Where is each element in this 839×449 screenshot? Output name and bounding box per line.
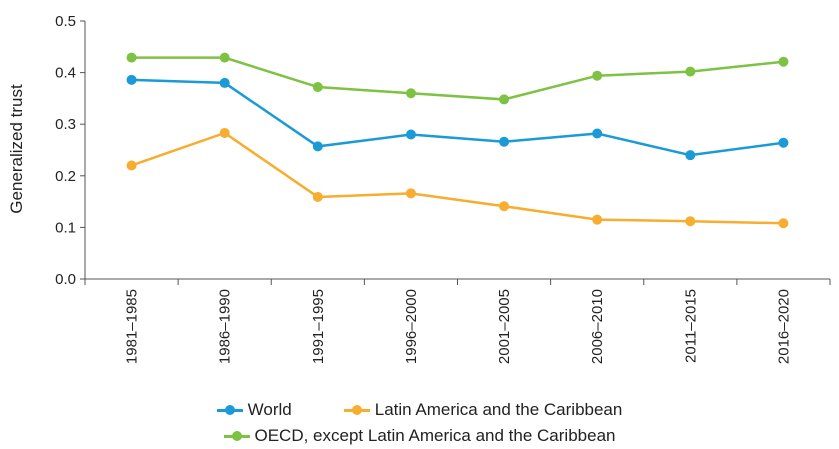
y-tick-label: 0.2 [55,168,76,185]
y-tick-label: 0.3 [55,116,76,133]
data-point [405,88,416,99]
data-point [405,129,416,140]
series-line [131,131,784,225]
data-point [312,82,323,93]
data-point [685,216,696,227]
legend-item-latin-america: Latin America and the Caribbean [343,400,623,420]
y-tick-label: 0.0 [55,271,76,288]
y-axis: 0.0 0.1 0.2 0.3 0.4 0.5 [55,13,86,288]
data-point [312,141,323,152]
y-tick-label: 0.5 [55,13,76,30]
data-point [219,127,230,138]
data-point [592,70,603,81]
data-point [499,201,510,212]
data-point [219,77,230,88]
data-point [219,52,230,63]
data-point [778,218,789,229]
data-point [499,94,510,105]
data-point [592,214,603,225]
x-tick-label: 1986–1990 [217,289,234,364]
data-point [592,128,603,139]
legend-label-latin-america: Latin America and the Caribbean [374,400,623,419]
series-layer [126,52,789,229]
x-axis: 1981–1985 1986–1990 1991–1995 1996–2000 2001… [84,278,831,364]
data-point [126,52,137,63]
legend-swatch-world [216,404,243,415]
series-0 [126,74,789,161]
data-point [778,137,789,148]
x-tick-label: 2006–2010 [589,289,606,364]
y-tick-label: 0.4 [55,65,76,82]
x-tick-label: 2016–2020 [775,289,792,364]
x-tick-label: 2001–2005 [496,289,513,364]
series-line [131,56,784,101]
x-tick-label: 1996–2000 [403,289,420,364]
x-tick-label: 1981–1985 [124,289,141,364]
legend-label-world: World [247,400,292,419]
data-point [778,56,789,67]
legend-row-2: OECD, except Latin America and the Carib… [0,426,839,446]
x-tick-label: 1991–1995 [310,289,327,364]
y-axis-label: Generalized trust [7,84,26,214]
series-2 [126,52,789,105]
data-point [685,66,696,77]
data-point [126,160,137,171]
legend-label-oecd: OECD, except Latin America and the Carib… [254,426,616,445]
x-tick-label: 2011–2015 [682,289,699,363]
data-point [685,150,696,161]
data-point [405,188,416,199]
series-line [131,78,784,157]
legend-row-1: World Latin America and the Caribbean [0,400,839,420]
series-1 [126,127,789,229]
legend-item-world: World [216,400,292,420]
legend-item-oecd: OECD, except Latin America and the Carib… [223,426,616,446]
y-tick-label: 0.1 [55,219,76,236]
legend-swatch-oecd [223,430,250,441]
legend-swatch-latin-america [343,404,370,415]
data-point [126,74,137,85]
data-point [499,136,510,147]
data-point [312,191,323,202]
